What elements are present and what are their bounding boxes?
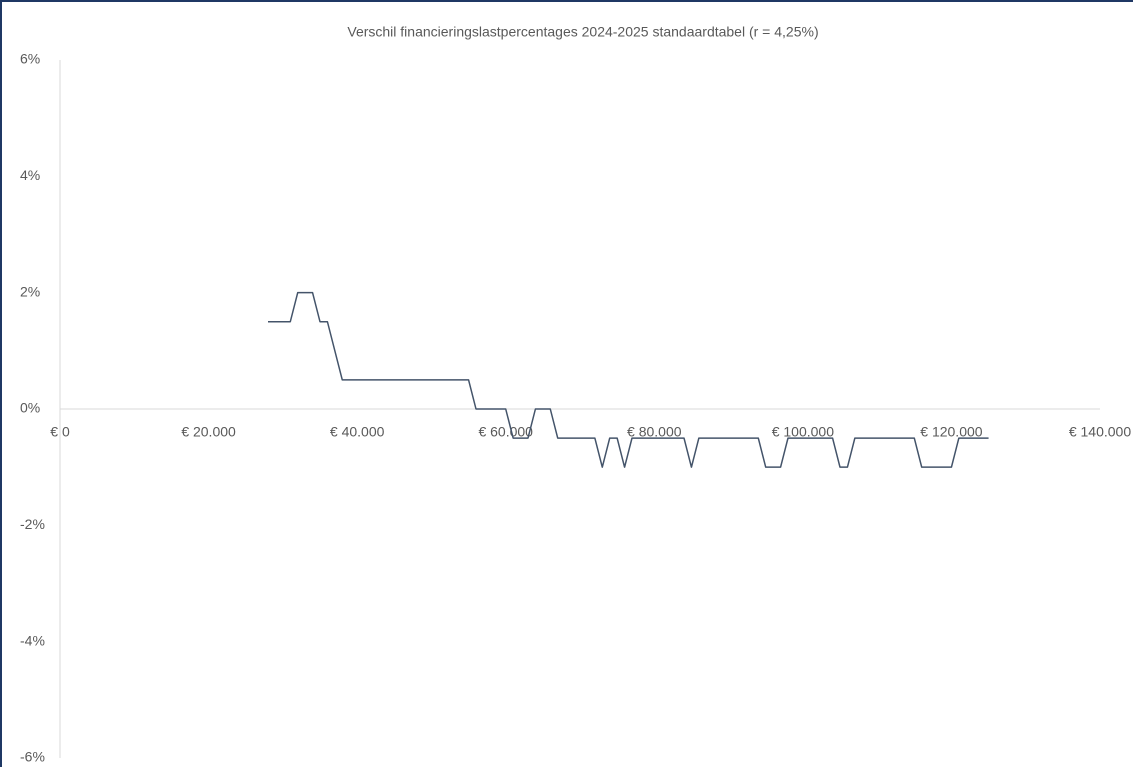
data-line	[268, 291, 989, 468]
y-tick-label: 6%	[20, 51, 40, 67]
x-tick-label: € 40.000	[330, 424, 385, 440]
chart-title: Verschil financieringslastpercentages 20…	[347, 24, 818, 40]
y-tick-label: -2%	[20, 516, 45, 532]
x-tick-label: € 60.000	[478, 424, 533, 440]
y-tick-label: -4%	[20, 632, 45, 648]
x-tick-label: € 100.000	[772, 424, 834, 440]
x-tick-label: € 0	[50, 424, 70, 440]
y-tick-label: 4%	[20, 167, 40, 183]
y-tick-label: 0%	[20, 400, 40, 416]
x-tick-label: € 120.000	[920, 424, 982, 440]
y-tick-label: -6%	[20, 749, 45, 765]
x-tick-label: € 20.000	[181, 424, 236, 440]
x-tick-label: € 80.000	[627, 424, 682, 440]
y-tick-label: 2%	[20, 283, 40, 299]
x-tick-label: € 140.000	[1069, 424, 1131, 440]
